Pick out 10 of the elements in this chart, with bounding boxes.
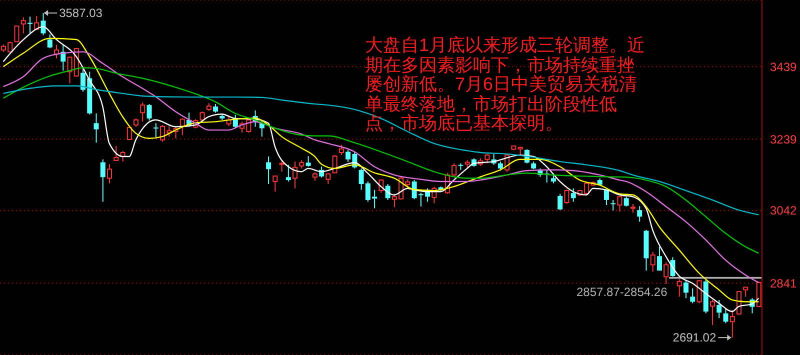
- band-label: 2857.87-2854.26: [576, 285, 668, 300]
- y-tick-label: 3239: [770, 132, 798, 146]
- y-tick-label: 3439: [770, 60, 798, 74]
- candlestick: [153, 123, 158, 138]
- annotation: 2691.02: [672, 330, 716, 345]
- candlestick: [28, 16, 33, 34]
- annotation: 3587.03: [59, 6, 103, 20]
- y-tick-label: 3042: [770, 204, 798, 218]
- annotation: 大盘自1月底以来形成三轮调整。近期在多因素影响下，市场持续重挫屡创新低。7月6日中美贸易关税清单最终落地，市场打出阶段性低点，市场底已基本探明。: [365, 35, 646, 134]
- y-tick-label: 2841: [770, 276, 798, 291]
